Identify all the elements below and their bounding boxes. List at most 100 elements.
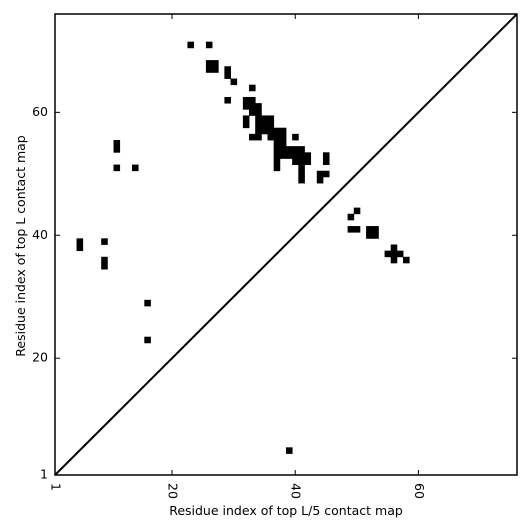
contact-cell [113, 164, 121, 172]
contact-cell [212, 60, 219, 67]
contact-cell [298, 158, 305, 165]
contact-cell [273, 146, 281, 153]
contact-cell [298, 170, 305, 178]
contact-cell [255, 127, 262, 135]
contact-cell [242, 103, 250, 110]
contact-cell [261, 127, 268, 135]
x-tick-label: 60 [412, 483, 427, 499]
contact-cell [255, 103, 262, 110]
contact-cell [353, 207, 361, 215]
contact-cell [224, 72, 231, 79]
contact-cell [279, 152, 287, 159]
contact-cell [298, 146, 305, 153]
contact-cell [273, 152, 281, 159]
contact-cell [76, 244, 84, 252]
contact-cell [205, 41, 213, 49]
contact-cell [286, 152, 293, 159]
contact-cell [249, 133, 256, 141]
y-tick-label: 60 [32, 104, 48, 119]
contact-cell [292, 133, 299, 141]
contact-cell [242, 115, 250, 122]
contact-cell [353, 226, 361, 233]
contact-cell [298, 176, 305, 184]
contact-cell [249, 84, 256, 92]
contact-cell [322, 170, 330, 178]
contact-cell [372, 226, 379, 233]
contact-cell [279, 133, 287, 141]
contact-cell [273, 158, 281, 165]
contact-cell [347, 226, 355, 233]
contact-cell [279, 140, 287, 147]
contact-cell [101, 262, 108, 270]
contact-cell [279, 127, 287, 135]
contact-cell [101, 238, 108, 245]
contact-cell [390, 250, 398, 258]
contact-cell [273, 140, 281, 147]
contact-cell [249, 109, 256, 116]
contact-cell [249, 96, 256, 104]
contact-cell [261, 115, 268, 122]
contact-cell [366, 226, 373, 233]
contact-cell [224, 66, 231, 73]
contact-cell [390, 256, 398, 264]
x-tick-label: 40 [289, 483, 304, 499]
contact-cell [286, 146, 293, 153]
contact-cell [322, 152, 330, 159]
y-tick-label: 1 [40, 467, 48, 482]
contact-cell [255, 133, 262, 141]
contact-cell [132, 164, 139, 172]
contact-cell [249, 103, 256, 110]
y-tick-label: 40 [32, 227, 48, 242]
contact-cell [76, 238, 84, 245]
x-tick-label: 1 [49, 483, 64, 491]
contact-cell [267, 127, 275, 135]
x-tick-label: 20 [166, 483, 181, 499]
contact-cell [267, 133, 275, 141]
contact-cell [224, 96, 231, 104]
contact-cell [205, 60, 213, 67]
contact-cell [242, 96, 250, 104]
contact-cell [205, 66, 213, 73]
contact-cell [113, 146, 121, 153]
contact-cell [304, 158, 312, 165]
contact-cell [242, 121, 250, 129]
contact-cell [347, 213, 355, 221]
contact-cell [230, 78, 238, 86]
contact-cell [292, 146, 299, 153]
y-axis-label: Residue index of top L contact map [13, 135, 28, 356]
contact-cell [316, 170, 324, 178]
axis-ticks: 1 20 40 60 1 20 40 60 [32, 14, 517, 499]
diagonal-line [54, 13, 518, 476]
contact-cell [187, 41, 194, 49]
contact-cell [322, 158, 330, 165]
contact-cell [144, 299, 151, 307]
contact-cell [255, 121, 262, 129]
contact-cell [396, 250, 404, 258]
contact-cell [372, 232, 379, 239]
plot-frame [54, 13, 518, 476]
y-tick-label: 20 [32, 350, 48, 365]
contact-cell [286, 447, 293, 454]
contact-cell [298, 164, 305, 172]
contact-cell [212, 66, 219, 73]
contact-cell [403, 256, 410, 264]
contact-cell [273, 164, 281, 172]
contact-cell [267, 121, 275, 129]
contact-cell [144, 336, 151, 344]
contact-cell [304, 152, 312, 159]
contact-cell [390, 244, 398, 252]
x-axis-label: Residue index of top L/5 contact map [169, 503, 403, 518]
contact-cell [255, 115, 262, 122]
contact-cell [261, 121, 268, 129]
contact-cell [113, 140, 121, 147]
contact-cell [298, 152, 305, 159]
contact-cells [76, 41, 410, 454]
contact-cell [101, 256, 108, 264]
contact-cell [292, 158, 299, 165]
contact-cell [292, 152, 299, 159]
contact-cell [384, 250, 392, 258]
contact-cell [366, 232, 373, 239]
contact-cell [255, 109, 262, 116]
contact-cell [273, 133, 281, 141]
